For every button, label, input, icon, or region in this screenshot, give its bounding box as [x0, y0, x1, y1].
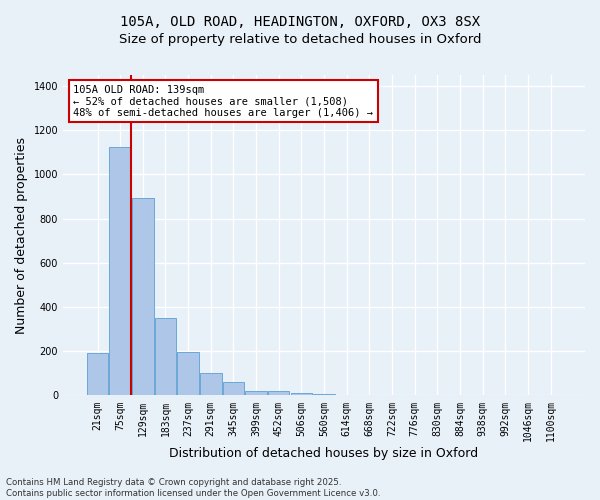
Text: Contains HM Land Registry data © Crown copyright and database right 2025.
Contai: Contains HM Land Registry data © Crown c… [6, 478, 380, 498]
Bar [245, 390, 267, 396]
Text: Size of property relative to detached houses in Oxford: Size of property relative to detached ho… [119, 32, 481, 46]
Bar [109, 147, 131, 396]
Text: 105A OLD ROAD: 139sqm
← 52% of detached houses are smaller (1,508)
48% of semi-d: 105A OLD ROAD: 139sqm ← 52% of detached … [73, 84, 373, 118]
Bar [268, 392, 289, 396]
Bar [200, 374, 221, 396]
Bar [132, 198, 154, 396]
Bar [313, 394, 335, 396]
Bar [87, 354, 108, 396]
Text: 105A, OLD ROAD, HEADINGTON, OXFORD, OX3 8SX: 105A, OLD ROAD, HEADINGTON, OXFORD, OX3 … [120, 15, 480, 29]
Bar [223, 382, 244, 396]
Bar [155, 318, 176, 396]
Y-axis label: Number of detached properties: Number of detached properties [15, 136, 28, 334]
Bar [290, 393, 312, 396]
Bar [178, 352, 199, 396]
X-axis label: Distribution of detached houses by size in Oxford: Distribution of detached houses by size … [169, 447, 479, 460]
